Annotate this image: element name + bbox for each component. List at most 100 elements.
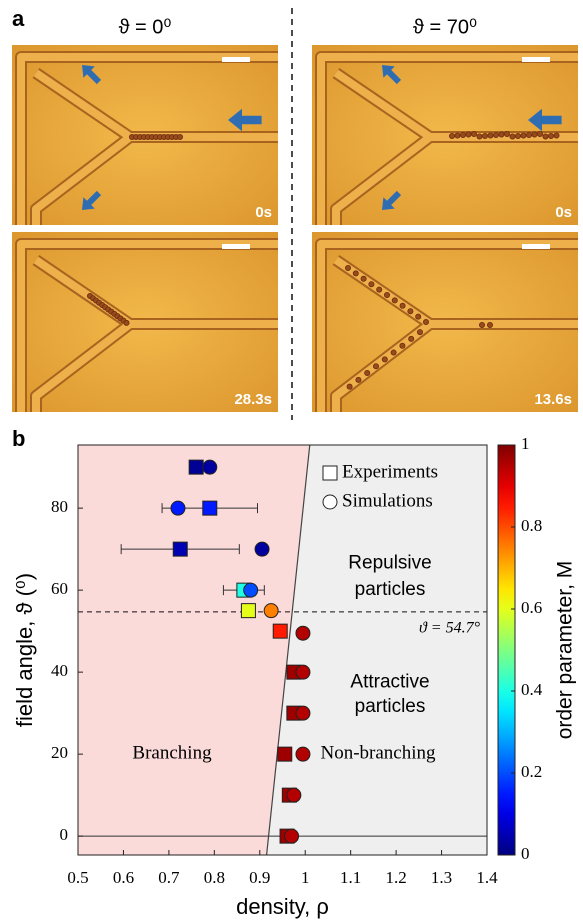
panel-label: b	[12, 426, 25, 451]
annotation: particles	[355, 579, 426, 600]
data-point	[171, 501, 185, 515]
legend-marker	[323, 495, 337, 509]
region-label: Branching	[132, 742, 212, 763]
data-point	[296, 747, 310, 761]
x-tick-label: 1.2	[385, 868, 406, 887]
particle	[543, 134, 548, 139]
y-tick-label: 20	[51, 743, 68, 762]
particle	[521, 133, 526, 138]
data-point	[203, 460, 217, 474]
particle	[477, 134, 482, 139]
x-tick-label: 0.5	[67, 868, 88, 887]
particle	[554, 133, 559, 138]
panel-title: ϑ = 70⁰	[413, 16, 477, 38]
data-point	[296, 665, 310, 679]
colorbar-tick-label: 0	[521, 844, 530, 863]
data-point	[255, 542, 269, 556]
data-point	[287, 788, 301, 802]
particle	[416, 314, 421, 319]
x-tick-label: 0.6	[113, 868, 134, 887]
y-tick-label: 0	[60, 825, 69, 844]
particle	[548, 133, 553, 138]
legend-label: Simulations	[342, 490, 433, 511]
particle	[356, 377, 361, 382]
micrograph: 13.6s	[312, 232, 578, 412]
data-point	[244, 583, 258, 597]
x-tick-label: 0.7	[158, 868, 180, 887]
particle	[177, 134, 182, 139]
x-tick-label: 1.3	[431, 868, 452, 887]
particle	[460, 132, 465, 137]
time-label: 28.3s	[234, 391, 272, 408]
y-tick-label: 60	[51, 579, 68, 598]
data-point	[285, 829, 299, 843]
particle	[488, 133, 493, 138]
time-label: 13.6s	[534, 391, 572, 408]
particle	[537, 131, 542, 136]
particle	[449, 133, 454, 138]
x-tick-label: 1	[301, 868, 310, 887]
y-tick-label: 40	[51, 661, 68, 680]
chart: Branching Non-branching Repulsive particles…	[12, 434, 577, 919]
colorbar	[498, 445, 515, 855]
particle	[493, 132, 498, 137]
particle	[353, 271, 358, 276]
annotation: Repulsive	[348, 553, 431, 574]
particle	[377, 287, 382, 292]
figure: a ϑ = 0⁰ ϑ = 70⁰ 0s0s28.3s13.6s Branchin…	[0, 0, 583, 922]
particle	[455, 133, 460, 138]
y-tick-label: 80	[51, 497, 68, 516]
data-point	[296, 706, 310, 720]
particle	[466, 132, 471, 137]
particle	[471, 131, 476, 136]
particle	[373, 364, 378, 369]
x-tick-label: 0.9	[249, 868, 270, 887]
time-label: 0s	[555, 204, 572, 221]
x-axis-label: density, ρ	[236, 894, 329, 919]
particle	[347, 384, 352, 389]
particle	[361, 276, 366, 281]
colorbar-tick-label: 0.6	[521, 598, 542, 617]
data-point	[273, 624, 287, 638]
panel-title: ϑ = 0⁰	[119, 16, 172, 38]
x-tick-label: 1.1	[340, 868, 361, 887]
particle	[384, 292, 389, 297]
colorbar-label: order parameter, M	[554, 561, 577, 740]
micrograph: 0s	[12, 45, 278, 225]
colorbar-tick-label: 0.8	[521, 516, 542, 535]
particle	[423, 319, 428, 324]
particle	[499, 132, 504, 137]
y-axis-label: field angle, ϑ (⁰)	[12, 573, 37, 727]
annotation: particles	[355, 696, 426, 717]
particle	[369, 282, 374, 287]
particle	[479, 322, 484, 327]
data-point	[203, 501, 217, 515]
particle	[510, 134, 515, 139]
micrograph-image	[12, 232, 278, 412]
data-point	[241, 604, 255, 618]
colorbar-tick-label: 0.2	[521, 762, 542, 781]
micrograph: 28.3s	[12, 232, 278, 412]
region-label: Non-branching	[320, 742, 436, 763]
particle	[400, 343, 405, 348]
data-point	[189, 460, 203, 474]
micrograph: 0s	[312, 45, 578, 225]
particle	[504, 131, 509, 136]
particle	[487, 322, 492, 327]
particle	[515, 133, 520, 138]
micrographs: 0s 0s 28.3s 13.6s	[12, 45, 578, 412]
data-point	[296, 626, 310, 640]
time-label: 0s	[255, 204, 272, 221]
particle	[417, 330, 422, 335]
colorbar-tick-label: 1	[521, 434, 530, 453]
particle	[391, 350, 396, 355]
particle	[392, 298, 397, 303]
particle	[382, 357, 387, 362]
x-tick-label: 1.4	[476, 868, 498, 887]
particle	[400, 303, 405, 308]
legend-label: Experiments	[342, 461, 438, 482]
colorbar-tick-label: 0.4	[521, 680, 543, 699]
particle	[345, 265, 350, 270]
data-point	[173, 542, 187, 556]
data-point	[278, 747, 292, 761]
